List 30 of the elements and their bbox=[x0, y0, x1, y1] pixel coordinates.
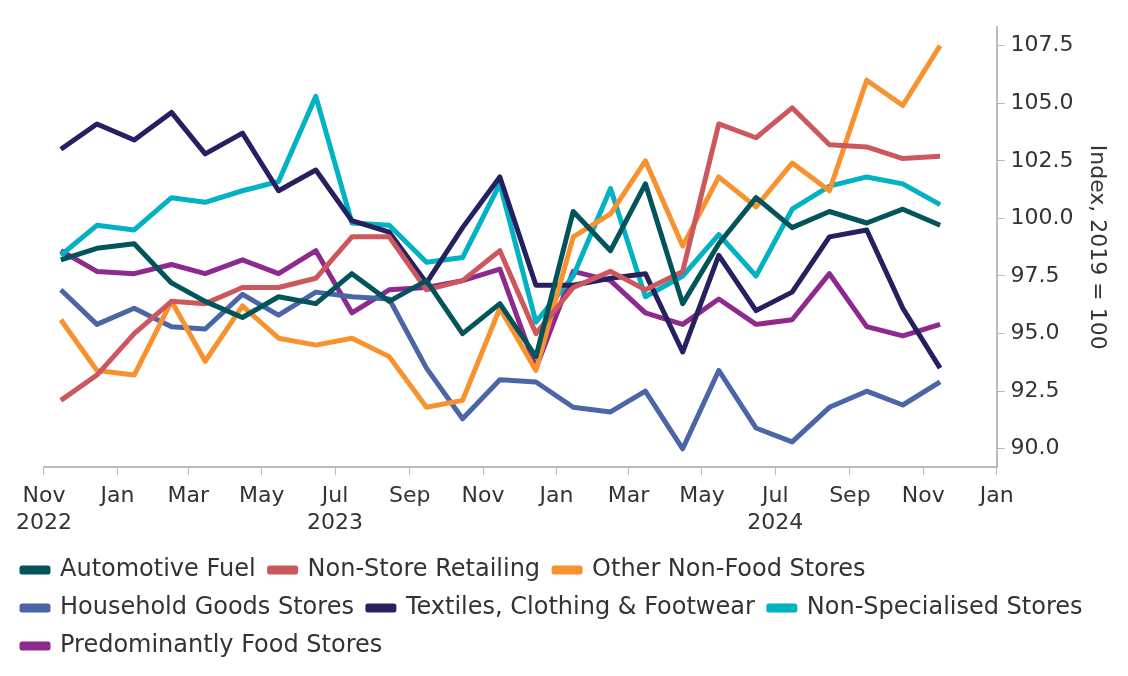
legend-label: Non-Specialised Stores bbox=[806, 592, 1083, 621]
x-tick-label: Nov bbox=[461, 482, 505, 508]
y-tick-label: 92.5 bbox=[1010, 376, 1060, 402]
y-tick-label: 102.5 bbox=[1010, 146, 1074, 172]
x-tick-label: Jul 2023 bbox=[307, 482, 364, 534]
y-tick-label: 100.0 bbox=[1010, 204, 1074, 230]
x-tick-label: Mar bbox=[167, 482, 211, 508]
legend-label: Automotive Fuel bbox=[60, 554, 256, 583]
legend-label: Other Non-Food Stores bbox=[592, 554, 866, 583]
x-tick-label: Nov bbox=[901, 482, 945, 508]
x-tick-label: Nov 2022 bbox=[15, 482, 72, 534]
x-tick-label: Jul 2024 bbox=[747, 482, 804, 534]
x-tick-label: Jan bbox=[977, 482, 1014, 508]
y-tick-label: 95.0 bbox=[1010, 319, 1060, 345]
x-tick-label: Sep bbox=[829, 482, 871, 508]
y-tick-label: 105.0 bbox=[1010, 88, 1074, 114]
x-tick-label: Jan bbox=[537, 482, 574, 508]
legend-label: Household Goods Stores bbox=[60, 592, 354, 621]
y-tick-label: 90.0 bbox=[1010, 434, 1060, 460]
x-tick-label: Sep bbox=[388, 482, 431, 508]
legend-label: Textiles, Clothing & Footwear bbox=[404, 592, 755, 621]
legend-label: Non-Store Retailing bbox=[307, 554, 541, 583]
legend-label: Predominantly Food Stores bbox=[60, 630, 383, 659]
y-tick-label: 97.5 bbox=[1010, 261, 1060, 287]
x-tick-label: May bbox=[238, 482, 285, 508]
x-tick-label: Jan bbox=[98, 482, 135, 508]
x-tick-label: May bbox=[679, 482, 725, 508]
y-axis-title: Index, 2019 = 100 bbox=[1086, 144, 1112, 350]
y-tick-label: 107.5 bbox=[1010, 31, 1074, 57]
x-tick-label: Mar bbox=[607, 482, 651, 508]
